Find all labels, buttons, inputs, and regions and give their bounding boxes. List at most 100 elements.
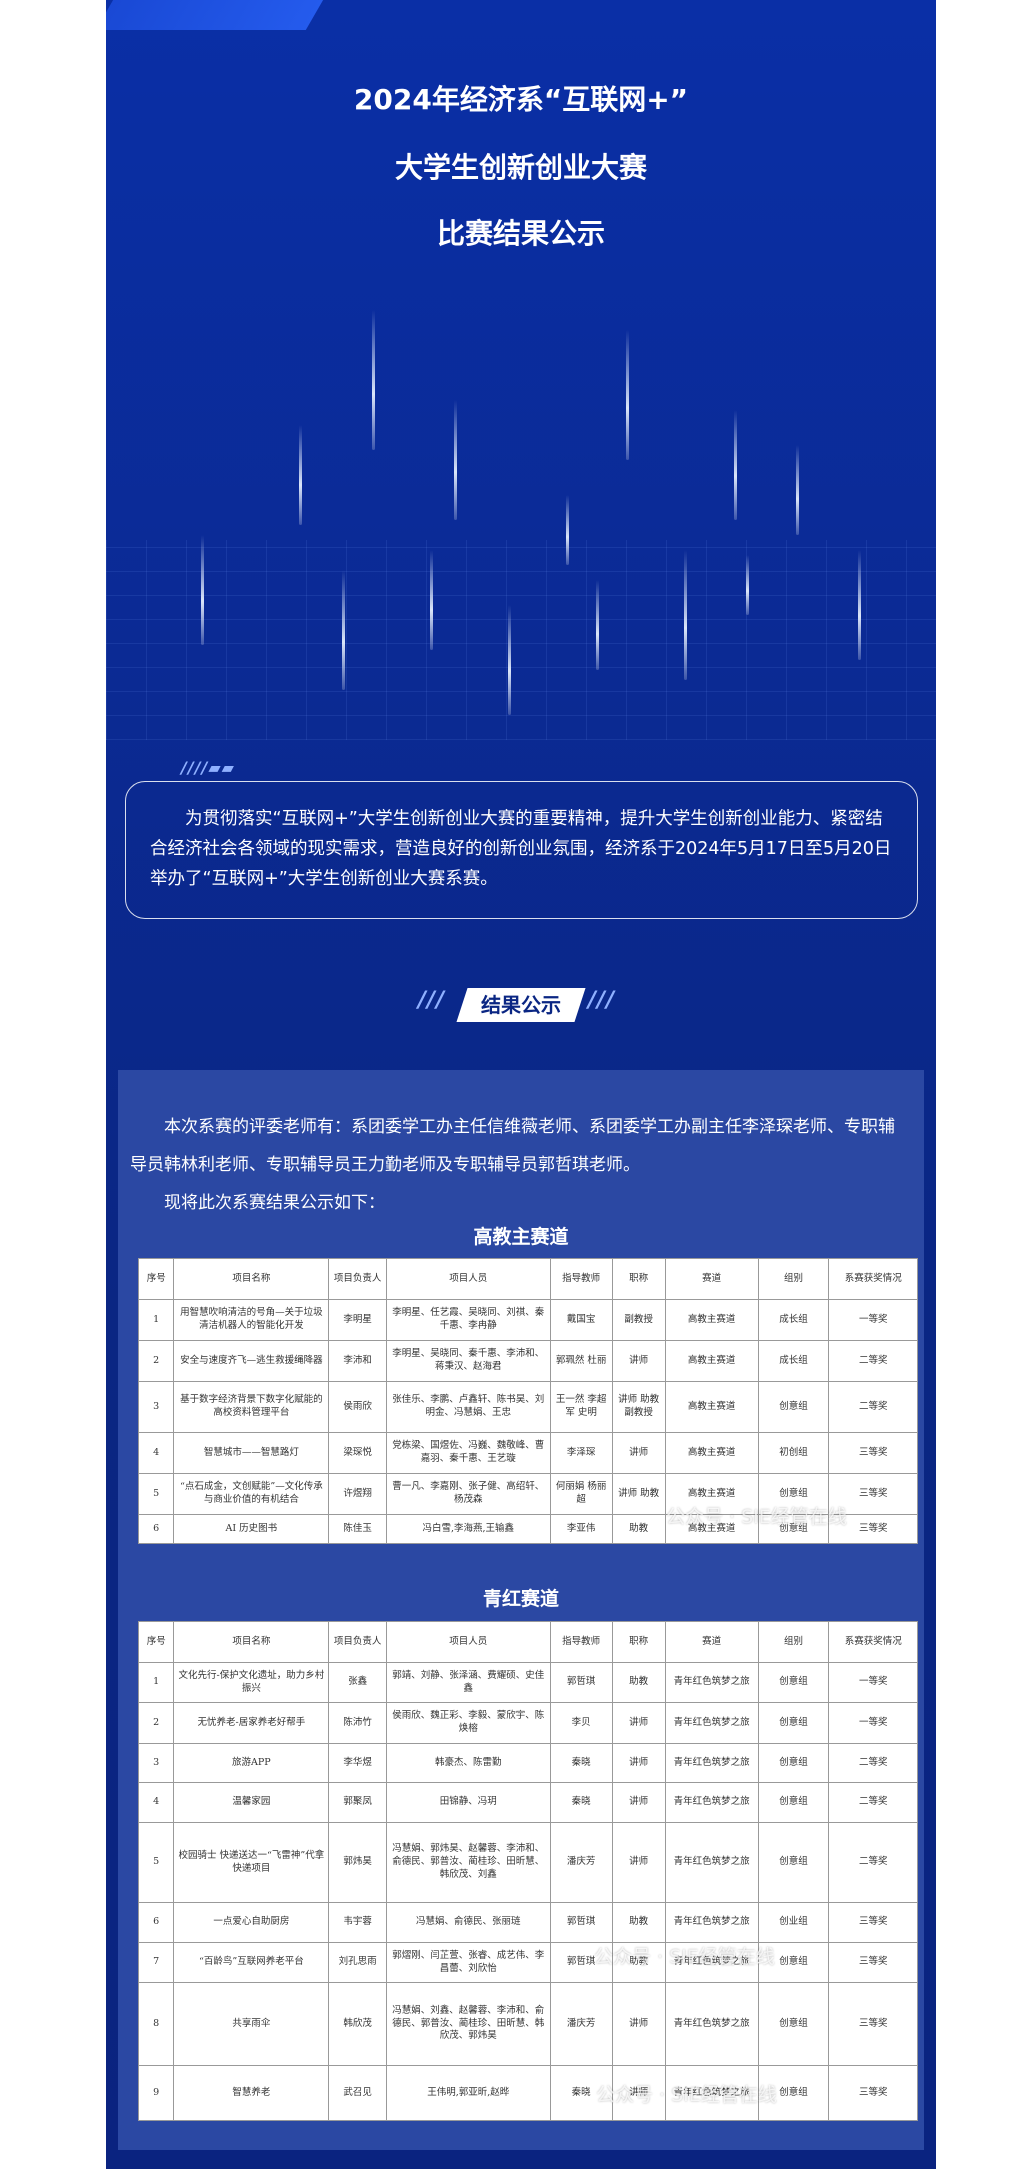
table-cell: 1 — [137, 1662, 175, 1703]
table-cell: 王伟明,郭亚昕,赵晔 — [385, 2065, 551, 2121]
header-cell: 指导教师 — [549, 1621, 613, 1663]
table-cell: 三等奖 — [828, 1942, 918, 1983]
header-cell: 赛道 — [664, 1258, 759, 1300]
table-cell: 智慧城市——智慧路灯 — [173, 1432, 330, 1474]
table-cell: 郭珮然 杜丽 — [549, 1340, 613, 1382]
table-cell: 王一然 李超军 史明 — [549, 1381, 613, 1433]
table-cell: 李明星 — [328, 1299, 387, 1341]
table-cell: 二等奖 — [828, 1381, 918, 1433]
table-cell: 成长组 — [757, 1340, 830, 1382]
table-title: 青红赛道 — [482, 1588, 559, 1610]
table-cell: 张鑫 — [328, 1662, 387, 1703]
header-cell: 项目负责人 — [328, 1258, 387, 1300]
paragraph: 现将此次系赛结果公示如下： — [164, 1193, 385, 1213]
table-title: 高教主赛道 — [473, 1226, 569, 1248]
header-cell: 指导教师 — [549, 1258, 613, 1300]
table-cell: 创业组 — [757, 1902, 830, 1943]
intro-box: 为贯彻落实“互联网+”大学生创新创业大赛的重要精神，提升大学生创新创业能力、紧密… — [125, 781, 918, 919]
table-cell: 郭靖、刘静、张泽涵、费耀硕、史佳鑫 — [385, 1662, 551, 1703]
table-cell: 讲师 助教 — [611, 1473, 666, 1515]
table-cell: 三等奖 — [828, 1982, 918, 2066]
table-cell: 创意组 — [757, 1514, 830, 1544]
table-cell: 冯白雪,李海燕,王输鑫 — [385, 1514, 551, 1544]
table-cell: 郭熠刚、闫芷萱、张睿、成艺伟、李昌蕾、刘欣怡 — [385, 1942, 551, 1983]
table-row: 4 温馨家园 郭聚凤 田锦静、冯玥 秦晓 讲师 青年红色筑梦之旅 创意组 二等奖 — [137, 1782, 918, 1823]
light-beam — [746, 555, 749, 615]
table-cell: 创意组 — [757, 1782, 830, 1823]
table-cell: 基于数字经济背景下数字化赋能的高校资料管理平台 — [173, 1381, 330, 1433]
table-cell: 韩豪杰、陈雷勤 — [385, 1743, 551, 1783]
table-cell: 创意组 — [757, 1982, 830, 2066]
table-cell: 校园骑士 快递送达一“飞雷神”代拿快递项目 — [173, 1822, 330, 1903]
light-beam — [342, 570, 345, 690]
table-cell: 创意组 — [757, 1662, 830, 1703]
table-cell: 6 — [137, 1514, 175, 1544]
table-cell: 成长组 — [757, 1299, 830, 1341]
light-beam — [596, 580, 599, 670]
table-cell: 戴国宝 — [549, 1299, 613, 1341]
table-cell: 温馨家园 — [173, 1782, 330, 1823]
light-beam — [201, 535, 204, 645]
table-row: 7 “百龄鸟”互联网养老平台 刘孔思雨 郭熠刚、闫芷萱、张睿、成艺伟、李昌蕾、刘欣怡郭… — [137, 1942, 918, 1983]
slash-decoration: ////▰▰ — [181, 758, 235, 777]
table-cell: 韦宇蓉 — [328, 1902, 387, 1943]
light-beam — [454, 400, 457, 520]
table-cell: “百龄鸟”互联网养老平台 — [173, 1942, 330, 1983]
table-cell: 文化先行-保护文化遗址，助力乡村振兴 — [173, 1662, 330, 1703]
table-cell: 秦晓 — [549, 1743, 613, 1783]
table-row: 5 校园骑士 快递送达一“飞雷神”代拿快递项目 郭炜昊 冯慧娟、郭炜昊、赵馨蓉、李沛和… — [137, 1822, 918, 1903]
grid-decoration — [106, 540, 936, 740]
table-cell: 李贝 — [549, 1702, 613, 1744]
results-panel: 本次系赛的评委老师有：系团委学工办主任信维薇老师、系团委学工办副主任李泽琛老师、… — [118, 1070, 924, 2150]
header-row: 序号 项目名称 项目负责人 项目人员 指导教师 职称 赛道 组别 系赛获奖情况 — [137, 1258, 918, 1300]
paragraph: 本次系赛的评委老师有：系团委学工办主任信维薇老师、系团委学工办副主任李泽琛老师、… — [130, 1117, 895, 1175]
table-cell: 高教主赛道 — [664, 1473, 759, 1515]
table-cell: 一等奖 — [828, 1702, 918, 1744]
light-beam — [734, 410, 737, 520]
table-cell: 李泽琛 — [549, 1432, 613, 1474]
header-cell: 项目人员 — [385, 1258, 551, 1300]
title-line: 2024年经济系“互联网+” — [353, 83, 689, 116]
table-cell: 侯雨欣、魏正彩、李毅、蒙欣宇、陈焕榕 — [385, 1702, 551, 1744]
table-cell: 李明星、吴晓同、秦千惠、李沛和、蒋秉汉、赵海君 — [385, 1340, 551, 1382]
table-cell: 副教授 — [611, 1299, 666, 1341]
table-cell: 李华煜 — [328, 1743, 387, 1783]
results-table: 序号 项目名称 项目负责人 项目人员 指导教师 职称 赛道 组别 系赛获奖情况 1 用智慧吹响清洁的… — [137, 1258, 918, 1544]
table-cell: 潘庆芳 — [549, 1982, 613, 2066]
light-beam — [299, 425, 302, 525]
table-row: 1 用智慧吹响清洁的号角—关于垃圾清洁机器人的智能化开发 李明星 李明星、任艺霞、吴晓… — [137, 1299, 918, 1341]
table-cell: 郭炜昊 — [328, 1822, 387, 1903]
table-cell: 讲师 — [611, 1743, 666, 1783]
table-cell: 创意组 — [757, 2065, 830, 2121]
header-cell: 组别 — [757, 1621, 830, 1663]
header-cell: 序号 — [137, 1258, 175, 1300]
table-cell: 武召见 — [328, 2065, 387, 2121]
table-cell: 高教主赛道 — [664, 1514, 759, 1544]
header-cell: 项目名称 — [173, 1258, 330, 1300]
table-cell: 5 — [137, 1473, 175, 1515]
table-cell: 郭哲琪 — [549, 1662, 613, 1703]
table-row: 2 安全与速度齐飞—逃生救援绳降器 李沛和 李明星、吴晓同、秦千惠、李沛和、蒋秉汉、赵… — [137, 1340, 918, 1382]
poster: 2024年经济系“互联网+” 大学生创新创业大赛 比赛结果公示 ////▰▰ 为… — [106, 0, 936, 2169]
table-cell: 无忧养老-居家养老好帮手 — [173, 1702, 330, 1744]
table-cell: 青年红色筑梦之旅 — [664, 1662, 759, 1703]
header-cell: 项目人员 — [385, 1621, 551, 1663]
table-row: 8 共享雨伞 韩欣茂 冯慧娟、刘鑫、赵馨蓉、李沛和、俞德民、郭普汝、蔺桂珍、田昕慧、韩… — [137, 1982, 918, 2066]
table-cell: 三等奖 — [828, 1902, 918, 1943]
table-cell: 三等奖 — [828, 1432, 918, 1474]
table-row: 3 基于数字经济背景下数字化赋能的高校资料管理平台 侯雨欣 张佳乐、李鹏、卢鑫轩、陈书… — [137, 1381, 918, 1433]
table-cell: 青年红色筑梦之旅 — [664, 1822, 759, 1903]
table-cell: 助教 — [611, 1902, 666, 1943]
table-cell: 高教主赛道 — [664, 1299, 759, 1341]
table-cell: 青年红色筑梦之旅 — [664, 1702, 759, 1744]
table-cell: 秦晓 — [549, 1782, 613, 1823]
table-cell: 冯慧娟、刘鑫、赵馨蓉、李沛和、俞德民、郭普汝、蔺桂珍、田昕慧、韩欣茂、郭炜昊 — [385, 1982, 551, 2066]
table-cell: 4 — [137, 1432, 175, 1474]
title-line: 大学生创新创业大赛 — [394, 151, 647, 184]
watermark: 公众号 · SIE经管在线 — [666, 1506, 847, 1528]
table-row: 6 一点爱心自助厨房 韦宇蓉 冯慧娟、俞德民、张丽琏 郭哲琪 助教 青年红色筑梦之旅 创业组三… — [137, 1902, 918, 1943]
section-heading-text: 结果公示 — [481, 993, 561, 1017]
table-cell: 高教主赛道 — [664, 1432, 759, 1474]
table-cell: 郭哲琪 — [549, 1942, 613, 1983]
